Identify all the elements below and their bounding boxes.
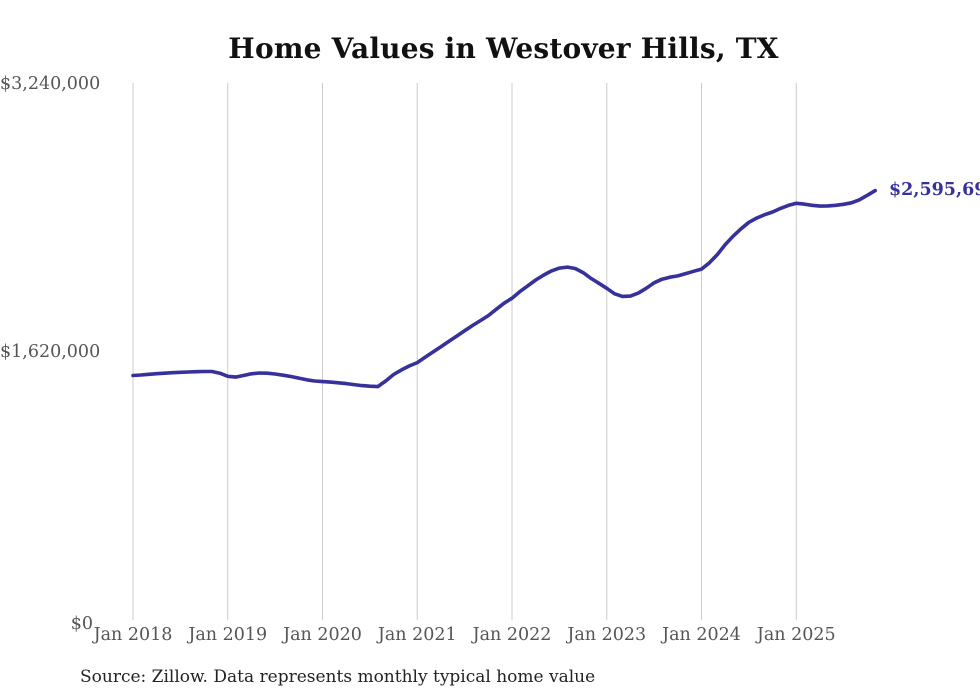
y-axis-tick-label-zero: $0 [70,614,93,634]
x-axis-tick-label-2021: Jan 2021 [377,625,457,645]
x-axis-tick-label-2018: Jan 2018 [93,625,173,645]
chart-title: Home Values in Westover Hills, TX [228,32,779,65]
x-axis-tick-label-2020: Jan 2020 [283,625,362,645]
latest-value-label: $2,595,692 [889,179,980,200]
x-axis-tick-label-2023: Jan 2023 [567,625,647,645]
y-axis-tick-label-top: $3,240,000 [0,74,101,94]
x-axis-tick-label-2019: Jan 2019 [188,625,268,645]
y-axis-tick-label-middle: $1,620,000 [0,342,101,362]
x-axis-tick-label-2022: Jan 2022 [472,625,552,645]
source-note: Source: Zillow. Data represents monthly … [80,667,596,687]
home-value-line [131,188,877,389]
x-axis-tick-label-2024: Jan 2024 [662,625,741,645]
x-axis-tick-label-2025: Jan 2025 [756,625,836,645]
